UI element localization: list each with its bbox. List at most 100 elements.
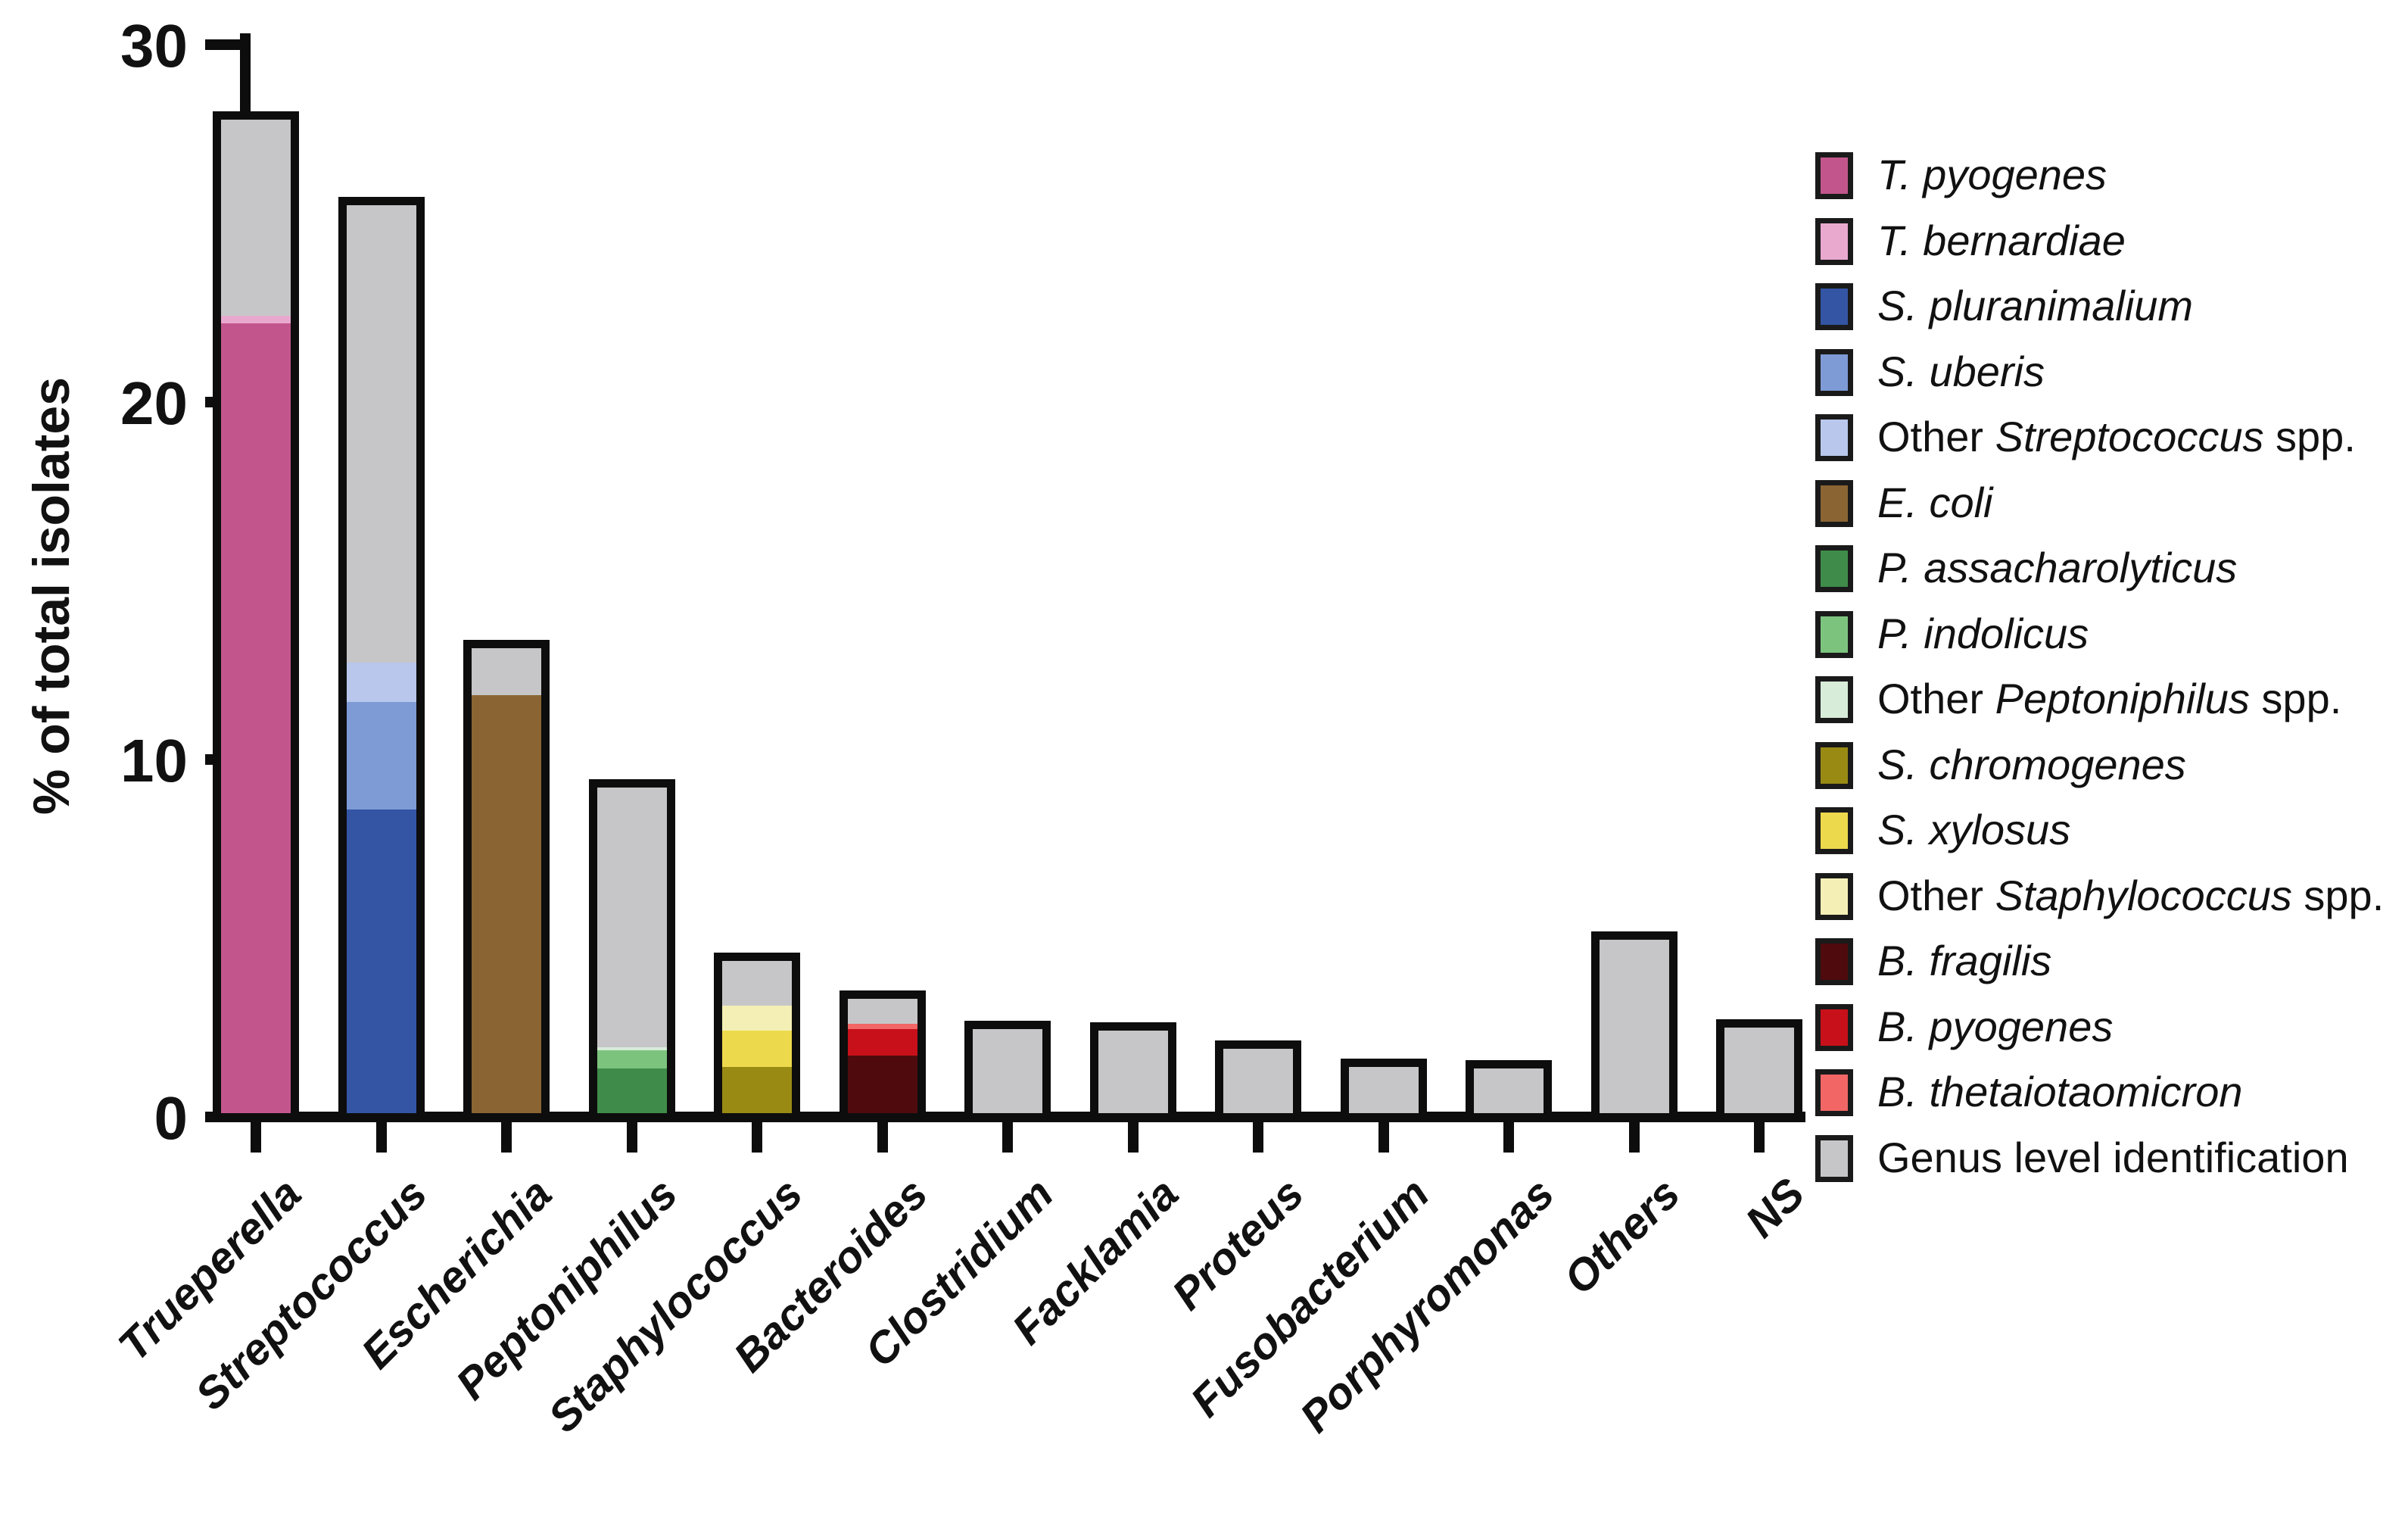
legend-item: E. coli: [1815, 478, 2391, 532]
segment-b-pyogenes: [847, 1029, 917, 1056]
legend-label: T. pyogenes: [1877, 151, 2107, 198]
x-tick: [1002, 1122, 1013, 1153]
segment-s-xylosus: [722, 1031, 792, 1067]
legend-label: B. fragilis: [1877, 937, 2052, 984]
legend-swatch: [1815, 414, 1853, 461]
legend-swatch: [1815, 610, 1853, 658]
segment-genus-level-identification: [1599, 940, 1669, 1113]
legend-swatch: [1815, 1069, 1853, 1116]
bar-escherichia: [463, 640, 550, 1113]
legend-label: Other Staphylococcus spp.: [1877, 871, 2385, 919]
x-tick: [1503, 1122, 1514, 1153]
legend-label: E. coli: [1877, 478, 1993, 526]
segment-genus-level-identification: [346, 205, 416, 663]
legend-label: B. pyogenes: [1877, 1002, 2114, 1050]
segment-genus-level-identification: [1724, 1027, 1794, 1113]
segment-s-uberis: [346, 702, 416, 809]
legend-swatch: [1815, 217, 1853, 265]
legend-item: Other Peptoniphilus spp.: [1815, 675, 2391, 728]
x-tick: [1628, 1122, 1640, 1153]
bar-proteus: [1215, 1040, 1301, 1113]
bar-facklamia: [1089, 1022, 1176, 1113]
legend-item: S. pluranimalium: [1815, 282, 2391, 335]
legend-item: B. fragilis: [1815, 937, 2391, 990]
segment-genus-level-identification: [221, 119, 291, 317]
y-tick-label: 20: [120, 370, 188, 437]
y-tick-label: 10: [120, 727, 188, 794]
legend-label: B. thetaiotaomicron: [1877, 1068, 2243, 1115]
segment-p-assacharolyticus: [597, 1068, 667, 1113]
legend-swatch: [1815, 348, 1853, 396]
x-label-others: Others: [1554, 1168, 1690, 1304]
legend-swatch: [1815, 741, 1853, 789]
bar-trueperella: [213, 111, 299, 1113]
segment-genus-level-identification: [722, 961, 792, 1006]
x-tick: [251, 1122, 261, 1153]
segment-genus-level-identification: [847, 998, 917, 1024]
segment-genus-level-identification: [973, 1029, 1042, 1113]
segment-b-fragilis: [847, 1056, 917, 1113]
legend-swatch: [1815, 807, 1853, 854]
legend-swatch: [1815, 545, 1853, 592]
legend-item: P. assacharolyticus: [1815, 544, 2391, 597]
legend-swatch: [1815, 479, 1853, 527]
segment-genus-level-identification: [1348, 1066, 1419, 1113]
legend-item: Other Staphylococcus spp.: [1815, 871, 2391, 925]
legend-item: T. bernardiae: [1815, 216, 2391, 270]
legend-item: Genus level identification: [1815, 1133, 2391, 1187]
legend-label: S. uberis: [1877, 347, 2045, 395]
segment-genus-level-identification: [472, 648, 541, 695]
legend-swatch: [1815, 152, 1853, 199]
bar-bacteroides: [839, 990, 926, 1113]
segment-genus-level-identification: [1098, 1031, 1168, 1113]
x-tick: [1127, 1122, 1139, 1153]
legend-label: S. pluranimalium: [1877, 282, 2194, 329]
legend-item: S. xylosus: [1815, 806, 2391, 859]
legend-swatch: [1815, 1003, 1853, 1051]
legend-item: Other Streptococcus spp.: [1815, 413, 2391, 466]
legend-label: Other Peptoniphilus spp.: [1877, 675, 2342, 722]
segment-e-coli: [472, 694, 541, 1113]
bar-ns: [1716, 1018, 1802, 1113]
legend-swatch: [1815, 872, 1853, 920]
bar-staphylococcus: [714, 953, 800, 1113]
segment-genus-level-identification: [1223, 1049, 1293, 1113]
segment-other-peptoniphilus-spp-: [597, 1047, 667, 1051]
legend-label: S. xylosus: [1877, 806, 2071, 853]
segment-b-thetaiotaomicron: [847, 1024, 917, 1030]
x-tick: [626, 1122, 637, 1153]
bar-peptoniphilus: [588, 779, 675, 1113]
legend-label: T. bernardiae: [1877, 216, 2126, 264]
x-axis-line: [240, 1112, 1805, 1122]
segment-s-chromogenes: [722, 1066, 792, 1113]
x-tick: [1378, 1122, 1389, 1153]
legend-item: B. thetaiotaomicron: [1815, 1068, 2391, 1121]
legend-label: Other Streptococcus spp.: [1877, 413, 2356, 460]
segment-t-pyogenes: [221, 323, 291, 1113]
legend-item: P. indolicus: [1815, 610, 2391, 663]
x-label-ns: NS: [1736, 1168, 1815, 1247]
y-tick-label: 0: [154, 1084, 188, 1152]
legend-item: B. pyogenes: [1815, 1002, 2391, 1056]
legend-label: Genus level identification: [1877, 1133, 2349, 1181]
segment-other-streptococcus-spp-: [346, 663, 416, 703]
x-tick: [375, 1122, 387, 1153]
bar-fusobacterium: [1340, 1058, 1427, 1113]
legend-item: S. chromogenes: [1815, 740, 2391, 794]
x-tick: [752, 1122, 762, 1153]
legend-swatch: [1815, 676, 1853, 723]
segment-p-indolicus: [597, 1050, 667, 1068]
legend-item: T. pyogenes: [1815, 151, 2391, 204]
bar-clostridium: [964, 1021, 1051, 1113]
y-major-tick: [205, 39, 240, 50]
x-tick: [1253, 1122, 1263, 1153]
legend-swatch: [1815, 283, 1853, 330]
legend-swatch: [1815, 1134, 1853, 1182]
x-tick: [501, 1122, 512, 1153]
legend-label: S. chromogenes: [1877, 740, 2186, 788]
legend-swatch: [1815, 938, 1853, 985]
legend-item: S. uberis: [1815, 347, 2391, 401]
y-major-tick: [205, 1112, 240, 1122]
segment-genus-level-identification: [597, 788, 667, 1047]
